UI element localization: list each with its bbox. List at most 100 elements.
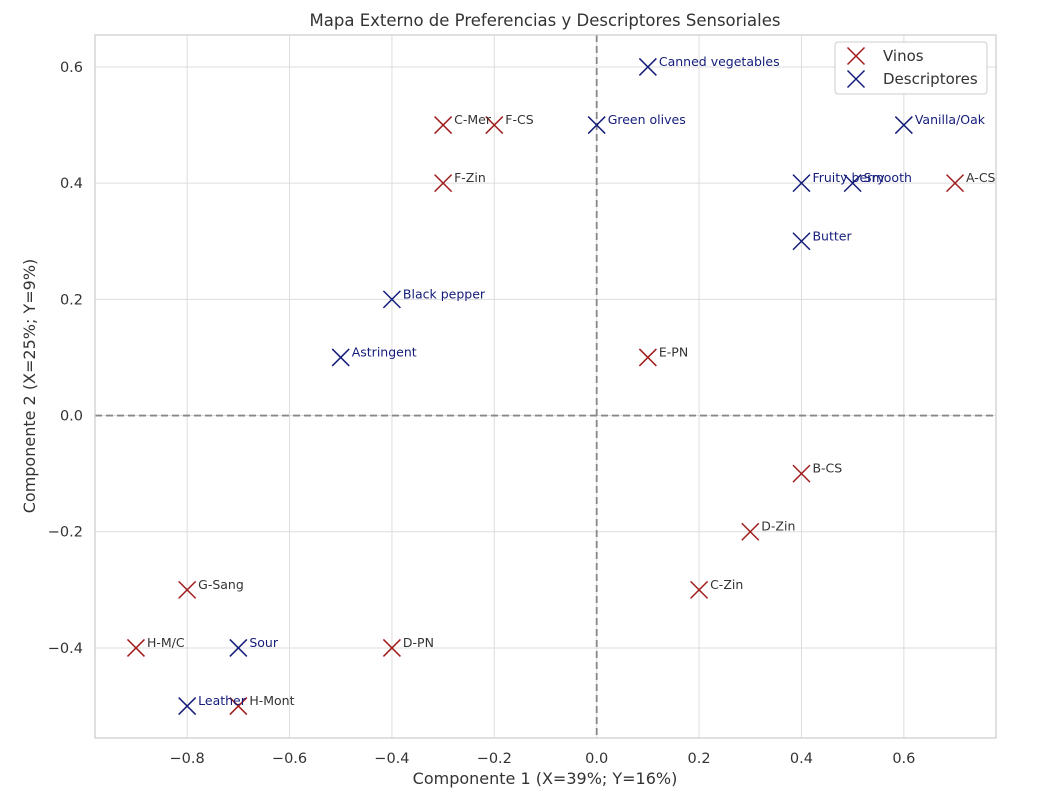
- vinos-point-marker: [126, 638, 145, 657]
- marker-stroke: [178, 697, 197, 716]
- y-axis-title: Componente 2 (X=25%; Y=9%): [20, 259, 39, 514]
- tick-labels: −0.8 −0.6 −0.4 −0.2 0.0 0.2 0.4 0.6 −0.4 −0.2 0.0 0…: [48, 60, 916, 767]
- vinos-point-label: B-CS: [812, 461, 842, 476]
- descriptores-point-label: Leather: [198, 693, 247, 708]
- legend-label: Descriptores: [883, 70, 978, 88]
- y-tick-label: 0.4: [60, 176, 83, 192]
- vinos-point-marker: [638, 348, 657, 367]
- descriptores-point-marker: [843, 174, 862, 193]
- descriptores-point-marker: [792, 174, 811, 193]
- vinos-point-marker: [382, 638, 401, 657]
- descriptores-point-marker: [587, 116, 606, 135]
- legend-box: [834, 41, 988, 95]
- point-labels: C-Mer F-CS F-Zin A-CS E-PN B-CS D-Zin C-Zin G-Sa…: [147, 54, 996, 708]
- vinos-point-marker: [178, 580, 197, 599]
- plot-frame: [94, 34, 997, 739]
- vinos-point-label: D-PN: [403, 635, 434, 650]
- vinos-point-marker: [229, 697, 248, 716]
- marker-stroke: [229, 697, 248, 716]
- descriptores-point-marker: [331, 348, 350, 367]
- descriptores-point-marker: [792, 232, 811, 251]
- marker-stroke: [126, 638, 145, 657]
- vinos-point-marker: [690, 580, 709, 599]
- descriptores-point-label: Smooth: [864, 170, 912, 185]
- chart-title: Mapa Externo de Preferencias y Descripto…: [310, 11, 781, 30]
- vinos-point-marker: [485, 116, 504, 135]
- vinos-point-marker: [434, 174, 453, 193]
- reference-lines: [95, 35, 996, 738]
- x-tick-label: −0.6: [272, 751, 307, 767]
- vinos-point-label: F-CS: [505, 112, 533, 127]
- vinos-point-marker: [434, 116, 453, 135]
- marker-stroke: [638, 57, 657, 76]
- vinos-point-label: C-Zin: [710, 577, 743, 592]
- y-tick-label: −0.4: [48, 641, 83, 657]
- descriptores-point-marker: [638, 57, 657, 76]
- vinos-point-marker: [946, 174, 965, 193]
- marker-stroke: [587, 116, 606, 135]
- vinos-point-label: H-Mont: [249, 693, 294, 708]
- x-tick-label: −0.8: [170, 751, 205, 767]
- descriptores-point-label: Fruity berry: [812, 170, 885, 185]
- descriptores-point-label: Canned vegetables: [659, 54, 780, 69]
- marker-stroke: [690, 580, 709, 599]
- marker-stroke: [741, 522, 760, 541]
- descriptores-point-marker: [229, 638, 248, 657]
- x-axis-title: Componente 1 (X=39%; Y=16%): [413, 769, 678, 788]
- legend-entry: Descriptores: [846, 69, 978, 89]
- legend-label: Vinos: [883, 47, 924, 65]
- marker-stroke: [638, 348, 657, 367]
- marker-stroke: [434, 174, 453, 193]
- descriptores-point-label: Sour: [249, 635, 279, 650]
- vinos-point-label: C-Mer: [454, 112, 492, 127]
- descriptores-point-label: Green olives: [608, 112, 686, 127]
- marker-stroke: [229, 638, 248, 657]
- descriptores-point-label: Vanilla/Oak: [915, 112, 986, 127]
- descriptores-point-marker: [894, 116, 913, 135]
- legend-marker: [846, 69, 866, 89]
- vinos-point-label: D-Zin: [761, 519, 795, 534]
- x-tick-label: 0.0: [585, 751, 608, 767]
- x-tick-label: 0.4: [790, 751, 813, 767]
- legend: Vinos Descriptores: [834, 41, 988, 95]
- vinos-point-label: F-Zin: [454, 170, 486, 185]
- y-tick-label: 0.2: [60, 292, 83, 308]
- data-markers: [126, 57, 965, 716]
- vinos-point-marker: [792, 464, 811, 483]
- x-tick-label: −0.2: [477, 751, 512, 767]
- marker-stroke: [792, 174, 811, 193]
- vinos-point-label: A-CS: [966, 170, 996, 185]
- marker-stroke: [846, 46, 866, 66]
- legend-entry: Vinos: [846, 46, 924, 66]
- descriptores-point-label: Black pepper: [403, 286, 486, 301]
- marker-stroke: [894, 116, 913, 135]
- vinos-point-label: E-PN: [659, 344, 688, 359]
- x-tick-label: 0.2: [688, 751, 711, 767]
- marker-stroke: [382, 638, 401, 657]
- marker-stroke: [846, 69, 866, 89]
- marker-stroke: [485, 116, 504, 135]
- marker-stroke: [382, 290, 401, 309]
- descriptores-point-marker: [382, 290, 401, 309]
- y-tick-label: 0.0: [60, 409, 83, 425]
- vinos-point-label: H-M/C: [147, 635, 185, 650]
- descriptores-point-marker: [178, 697, 197, 716]
- legend-marker: [846, 46, 866, 66]
- vinos-point-marker: [741, 522, 760, 541]
- y-tick-label: 0.6: [60, 60, 83, 76]
- descriptores-point-label: Astringent: [352, 344, 417, 359]
- marker-stroke: [946, 174, 965, 193]
- vinos-point-label: G-Sang: [198, 577, 244, 592]
- marker-stroke: [434, 116, 453, 135]
- x-tick-label: 0.6: [892, 751, 915, 767]
- marker-stroke: [178, 580, 197, 599]
- marker-stroke: [792, 464, 811, 483]
- y-tick-label: −0.2: [48, 525, 83, 541]
- x-tick-label: −0.4: [374, 751, 409, 767]
- marker-stroke: [331, 348, 350, 367]
- marker-stroke: [843, 174, 862, 193]
- descriptores-point-label: Butter: [812, 228, 852, 243]
- marker-stroke: [792, 232, 811, 251]
